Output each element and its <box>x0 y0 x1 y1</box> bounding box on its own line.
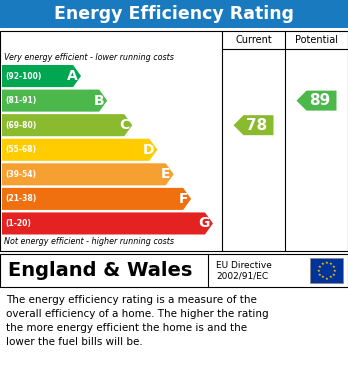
Text: (55-68): (55-68) <box>5 145 36 154</box>
Polygon shape <box>2 90 107 112</box>
Text: (69-80): (69-80) <box>5 121 36 130</box>
Polygon shape <box>296 91 337 111</box>
Polygon shape <box>2 212 213 235</box>
Text: The energy efficiency rating is a measure of the
overall efficiency of a home. T: The energy efficiency rating is a measur… <box>6 295 269 347</box>
Bar <box>310 258 343 283</box>
Text: (81-91): (81-91) <box>5 96 36 105</box>
Polygon shape <box>2 114 132 136</box>
Text: E: E <box>161 167 171 181</box>
Polygon shape <box>234 115 274 135</box>
Text: C: C <box>119 118 129 132</box>
Polygon shape <box>2 188 191 210</box>
Text: ★: ★ <box>332 273 335 276</box>
Text: ★: ★ <box>317 269 321 273</box>
Bar <box>0 31 348 251</box>
Polygon shape <box>2 65 81 87</box>
Text: Energy Efficiency Rating: Energy Efficiency Rating <box>54 5 294 23</box>
Text: F: F <box>179 192 188 206</box>
Text: B: B <box>94 93 104 108</box>
Text: G: G <box>199 217 210 230</box>
Text: Potential: Potential <box>295 35 338 45</box>
Text: ★: ★ <box>318 264 322 269</box>
Text: ★: ★ <box>333 269 337 273</box>
Bar <box>0 254 348 287</box>
Text: A: A <box>67 69 78 83</box>
Text: ★: ★ <box>329 275 332 280</box>
Text: ★: ★ <box>329 262 332 265</box>
Text: Not energy efficient - higher running costs: Not energy efficient - higher running co… <box>4 237 174 246</box>
Text: ★: ★ <box>325 260 329 264</box>
Polygon shape <box>2 163 174 185</box>
Text: Current: Current <box>235 35 272 45</box>
Text: EU Directive: EU Directive <box>216 261 272 270</box>
Text: ★: ★ <box>321 275 324 280</box>
Text: (92-100): (92-100) <box>5 72 41 81</box>
Text: 89: 89 <box>309 93 330 108</box>
Text: (39-54): (39-54) <box>5 170 36 179</box>
Text: 2002/91/EC: 2002/91/EC <box>216 272 268 281</box>
Text: (1-20): (1-20) <box>5 219 31 228</box>
Text: 78: 78 <box>246 118 267 133</box>
Text: ★: ★ <box>321 262 324 265</box>
Text: D: D <box>143 143 154 157</box>
Text: Very energy efficient - lower running costs: Very energy efficient - lower running co… <box>4 54 174 63</box>
Text: England & Wales: England & Wales <box>8 261 192 280</box>
Text: ★: ★ <box>325 276 329 280</box>
Text: ★: ★ <box>318 273 322 276</box>
Text: (21-38): (21-38) <box>5 194 36 203</box>
Polygon shape <box>2 139 157 161</box>
Text: ★: ★ <box>332 264 335 269</box>
Bar <box>0 0 348 28</box>
